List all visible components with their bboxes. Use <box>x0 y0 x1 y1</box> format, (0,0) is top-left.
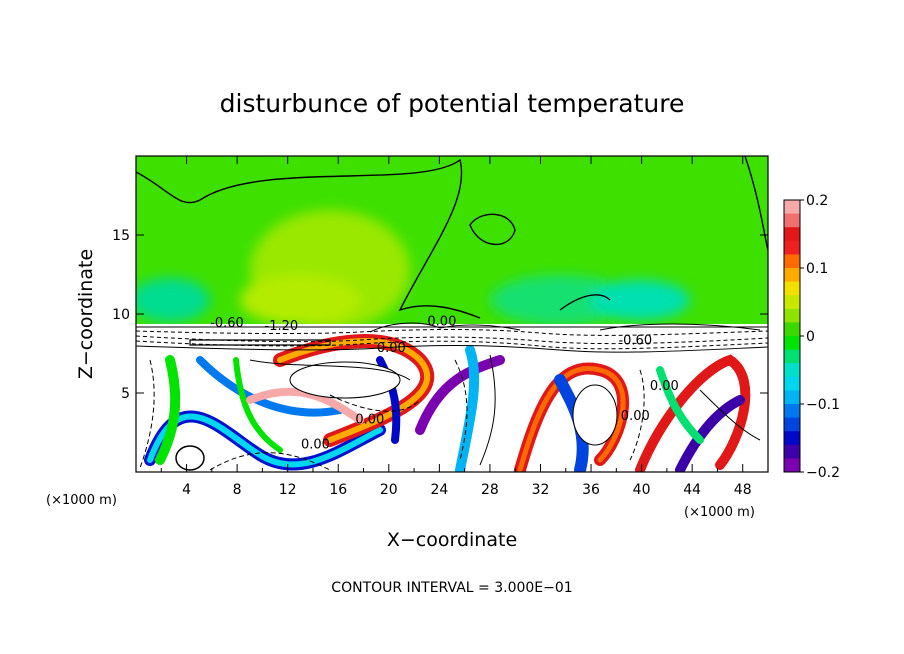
colorbar-swatch <box>784 363 800 378</box>
y-tick-label: 15 <box>112 228 130 244</box>
colorbar-swatch <box>784 431 800 446</box>
colorbar-tick-label: 0.1 <box>806 261 828 277</box>
y-axis-label: Z−coordinate <box>75 249 97 379</box>
x-tick-label: 12 <box>279 482 297 498</box>
contour-label: 0.00 <box>621 409 650 424</box>
contour-label: 0.00 <box>377 341 406 356</box>
colorbar-swatch <box>784 308 800 323</box>
x-axis-unit: (×1000 m) <box>684 505 755 520</box>
y-axis-unit: (×1000 m) <box>46 493 117 508</box>
colorbar-swatch <box>784 213 800 228</box>
colorbar-swatch <box>784 444 800 459</box>
x-axis-ticks: 4 8 12 16 20 24 28 32 36 40 44 48 <box>160 156 752 498</box>
x-tick-label: 4 <box>182 482 191 498</box>
contour-label: -0.60 <box>210 316 244 331</box>
contour-label: 0.00 <box>301 438 330 453</box>
contour-label: 0.00 <box>427 314 456 329</box>
colorbar-ticks: 0.2 0.1 0 −0.1 −0.2 <box>800 193 840 481</box>
colorbar-tick-label: 0.2 <box>806 193 828 209</box>
contour-interval-note: CONTOUR INTERVAL = 3.000E−01 <box>331 580 572 596</box>
x-tick-label: 24 <box>430 482 448 498</box>
x-tick-label: 28 <box>481 482 499 498</box>
x-tick-label: 48 <box>734 482 752 498</box>
colorbar-swatch <box>784 200 800 215</box>
colorbar-tick-label: −0.1 <box>806 397 840 413</box>
colorbar-tick-label: 0 <box>806 329 815 345</box>
colorbar-swatch <box>784 349 800 364</box>
colorbar-swatch <box>784 281 800 296</box>
x-axis-label: X−coordinate <box>387 529 517 551</box>
colorbar-swatch <box>784 268 800 283</box>
colorbar-swatch <box>784 295 800 310</box>
colorbar-swatch <box>784 240 800 255</box>
x-tick-label: 36 <box>582 482 600 498</box>
x-tick-label: 44 <box>683 482 701 498</box>
colorbar-swatch <box>784 390 800 405</box>
contour-label: 0.00 <box>650 379 679 394</box>
colorbar-swatch <box>784 254 800 269</box>
colorbar-swatch <box>784 336 800 351</box>
colorbar-swatch <box>784 376 800 391</box>
colorbar-swatch <box>784 417 800 432</box>
contour-label: 0.00 <box>355 412 384 427</box>
y-tick-label: 10 <box>112 307 130 323</box>
colorbar-swatch <box>784 227 800 242</box>
y-tick-label: 5 <box>121 386 130 402</box>
y-axis-ticks: 5 10 15 <box>112 228 768 402</box>
colorbar-tick-label: −0.2 <box>806 465 840 481</box>
heatmap-field <box>136 156 768 472</box>
contour-labels: -0.60 -1.20 0.000.00-0.600.000.000.000.00 <box>210 314 679 452</box>
colorbar-swatch <box>784 458 800 473</box>
x-tick-label: 40 <box>633 482 651 498</box>
colorbar-swatch <box>784 322 800 337</box>
x-tick-label: 20 <box>380 482 398 498</box>
x-tick-label: 32 <box>532 482 550 498</box>
contour-label: -0.60 <box>618 333 652 348</box>
chart-title: disturbunce of potential temperature <box>220 89 685 118</box>
contour-label: -1.20 <box>265 319 299 334</box>
x-tick-label: 16 <box>329 482 347 498</box>
x-tick-label: 8 <box>233 482 242 498</box>
colorbar <box>783 199 801 473</box>
colorbar-swatch <box>784 404 800 419</box>
